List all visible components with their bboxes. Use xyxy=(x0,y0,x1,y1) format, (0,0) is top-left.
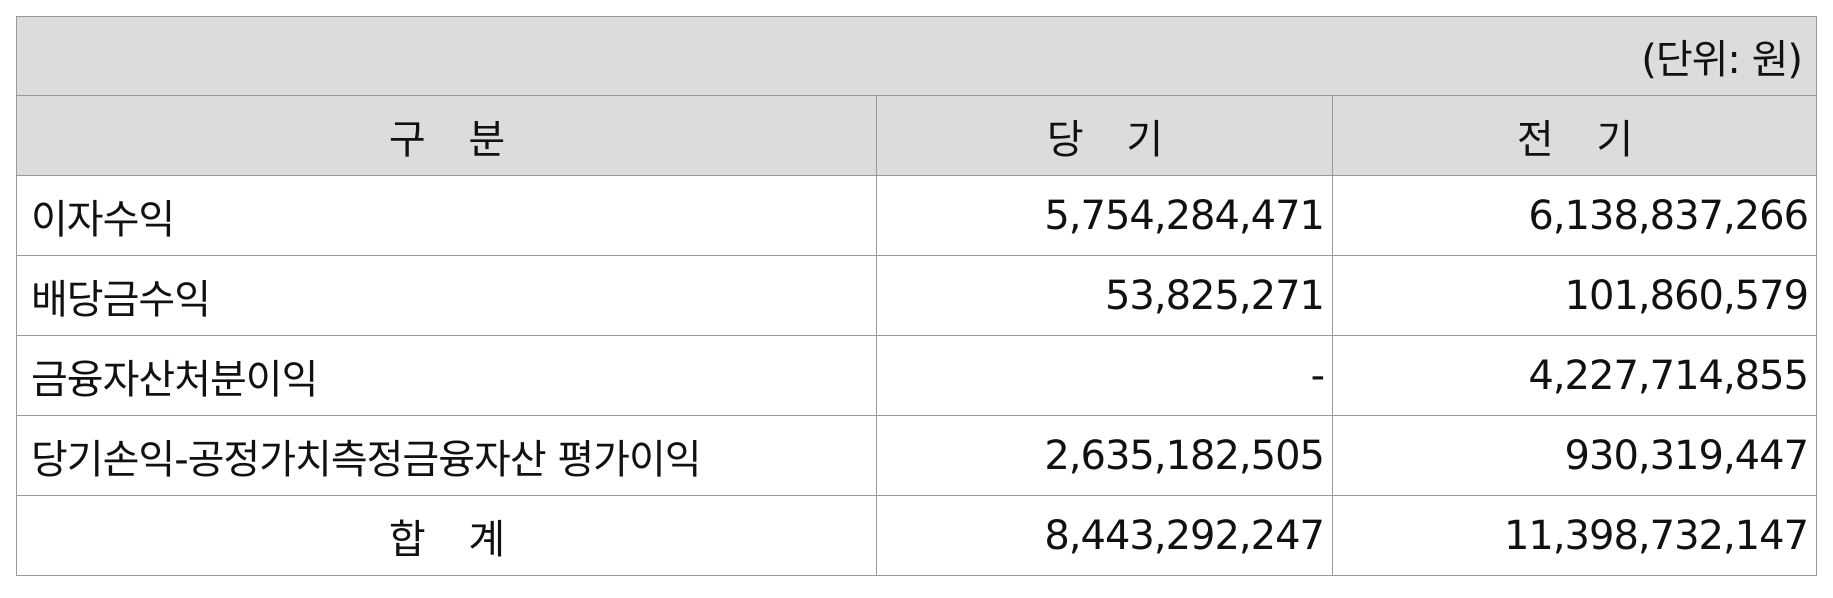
table-row: 이자수익 5,754,284,471 6,138,837,266 xyxy=(16,175,1818,256)
financial-income-table-container: (단위: 원) 구 분 당 기 전 기 이자수익 5,754,284,471 6… xyxy=(15,16,1818,576)
header-prior-period: 전 기 xyxy=(1331,95,1818,176)
unit-note: (단위: 원) xyxy=(15,16,1818,96)
current-value: 53,825,271 xyxy=(876,255,1333,336)
row-label: 당기손익-공정가치측정금융자산 평가이익 xyxy=(16,415,877,496)
financial-income-table: (단위: 원) 구 분 당 기 전 기 이자수익 5,754,284,471 6… xyxy=(15,16,1818,576)
header-row: 구 분 당 기 전 기 xyxy=(16,95,1818,176)
prior-value: 930,319,447 xyxy=(1331,415,1818,496)
total-label: 합 계 xyxy=(16,495,877,576)
table-row: 금융자산처분이익 - 4,227,714,855 xyxy=(16,335,1818,416)
row-label: 배당금수익 xyxy=(16,255,877,336)
row-label: 금융자산처분이익 xyxy=(16,335,877,416)
current-value: 5,754,284,471 xyxy=(876,175,1333,256)
prior-value: 101,860,579 xyxy=(1331,255,1818,336)
header-current-period: 당 기 xyxy=(876,95,1333,176)
current-value: 2,635,182,505 xyxy=(876,415,1333,496)
prior-value: 6,138,837,266 xyxy=(1331,175,1818,256)
prior-value: 4,227,714,855 xyxy=(1331,335,1818,416)
total-current-value: 8,443,292,247 xyxy=(876,495,1333,576)
unit-row: (단위: 원) xyxy=(15,16,1818,96)
row-label: 이자수익 xyxy=(16,175,877,256)
header-category: 구 분 xyxy=(16,95,877,176)
table-row: 당기손익-공정가치측정금융자산 평가이익 2,635,182,505 930,3… xyxy=(16,415,1818,496)
total-prior-value: 11,398,732,147 xyxy=(1331,495,1818,576)
current-value: - xyxy=(876,335,1333,416)
total-row: 합 계 8,443,292,247 11,398,732,147 xyxy=(16,495,1818,576)
table-row: 배당금수익 53,825,271 101,860,579 xyxy=(16,255,1818,336)
